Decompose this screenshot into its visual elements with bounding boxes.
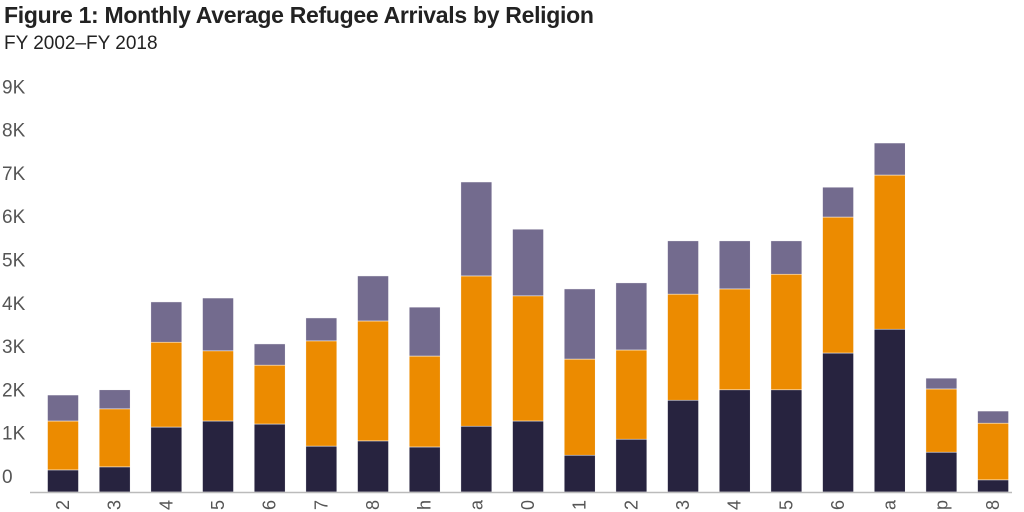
bar-segment bbox=[202, 297, 234, 352]
bar-segment bbox=[253, 364, 286, 425]
bar-segment bbox=[925, 451, 958, 493]
x-tick-label: 6 bbox=[260, 500, 280, 510]
bar-segment bbox=[770, 240, 803, 275]
bar-segment bbox=[47, 420, 79, 471]
chart-subtitle: FY 2002–FY 2018 bbox=[4, 33, 158, 54]
bar-segment bbox=[822, 186, 854, 218]
x-tick-label: 3 bbox=[673, 500, 693, 510]
y-tick-label: 8K bbox=[2, 121, 26, 142]
bar-segment bbox=[925, 377, 958, 390]
bar-segment bbox=[357, 275, 389, 322]
bar-segment bbox=[925, 388, 958, 453]
x-tick-label: 6 bbox=[828, 500, 848, 510]
bar-segment bbox=[357, 320, 389, 442]
bar-segment bbox=[873, 328, 906, 493]
x-tick-label: p bbox=[931, 500, 951, 510]
bar-segment bbox=[202, 420, 234, 493]
x-tick-label: 2 bbox=[53, 500, 73, 510]
bar-segment bbox=[357, 440, 389, 493]
x-tick-label: a bbox=[880, 499, 900, 510]
bar-segment bbox=[615, 282, 648, 351]
bar-segment bbox=[460, 181, 493, 277]
bar-segment bbox=[977, 410, 1009, 424]
bar-segment bbox=[512, 228, 544, 297]
x-tick-label: a bbox=[466, 499, 486, 510]
bar-segment bbox=[667, 399, 699, 493]
bar-segment bbox=[667, 293, 699, 401]
bar-segment bbox=[47, 394, 79, 422]
bar-segment bbox=[563, 454, 596, 493]
bar-segment bbox=[512, 420, 544, 493]
x-tick-label: 5 bbox=[776, 500, 796, 510]
x-tick-label: 3 bbox=[105, 500, 125, 510]
bar-segment bbox=[512, 295, 544, 422]
bar-segment bbox=[667, 240, 699, 295]
bar-segment bbox=[150, 341, 183, 428]
bar-segment bbox=[253, 343, 286, 366]
bar-segment bbox=[150, 426, 183, 493]
bar-segment bbox=[977, 479, 1009, 493]
y-tick-label: 1K bbox=[2, 424, 26, 445]
bar-segment bbox=[718, 288, 751, 391]
bar-segment bbox=[150, 301, 183, 343]
bar-segment bbox=[873, 142, 906, 176]
bar-segment bbox=[460, 275, 493, 427]
bar-segment bbox=[305, 340, 338, 447]
bar-segment bbox=[615, 349, 648, 440]
x-tick-label: 4 bbox=[725, 500, 745, 510]
bar-segment bbox=[822, 352, 854, 493]
bar-segment bbox=[718, 240, 751, 290]
bar-segment bbox=[460, 425, 493, 493]
x-tick-label: 5 bbox=[208, 500, 228, 510]
bar-segment bbox=[47, 469, 79, 493]
y-tick-label: 2K bbox=[2, 380, 26, 401]
bar-segment bbox=[563, 288, 596, 360]
x-tick-label: 2 bbox=[621, 500, 641, 510]
y-tick-label: 4K bbox=[2, 294, 26, 315]
x-tick-label: 1 bbox=[570, 500, 590, 510]
bar-segment bbox=[98, 389, 131, 410]
bar-segment bbox=[770, 389, 803, 493]
bar-segment bbox=[202, 350, 234, 422]
y-tick-label: 7K bbox=[2, 164, 26, 185]
bar-segment bbox=[408, 306, 441, 357]
bar-segment bbox=[873, 174, 906, 330]
x-tick-label: 8 bbox=[983, 500, 1003, 510]
bar-segment bbox=[822, 216, 854, 354]
y-tick-label: 3K bbox=[2, 337, 26, 358]
bar-segment bbox=[305, 445, 338, 493]
bar-segment bbox=[98, 466, 131, 493]
bar-segment bbox=[408, 355, 441, 448]
bar-segment bbox=[770, 273, 803, 391]
chart-title: Figure 1: Monthly Average Refugee Arriva… bbox=[4, 2, 594, 28]
bar-segment bbox=[408, 446, 441, 493]
y-tick-label: 0 bbox=[2, 467, 13, 488]
bar-segment bbox=[718, 389, 751, 493]
bar-segment bbox=[98, 408, 131, 468]
bar-segment bbox=[563, 358, 596, 456]
x-tick-label: 0 bbox=[518, 500, 538, 510]
x-tick-label: 7 bbox=[311, 500, 331, 510]
bar-segment bbox=[305, 317, 338, 342]
x-tick-label: h bbox=[415, 500, 435, 510]
bar-segment bbox=[977, 422, 1009, 481]
x-tick-label: 4 bbox=[156, 500, 176, 510]
y-tick-label: 6K bbox=[2, 207, 26, 228]
bar-segment bbox=[253, 423, 286, 493]
x-tick-label: 8 bbox=[363, 500, 383, 510]
y-tick-label: 5K bbox=[2, 251, 26, 272]
y-tick-label: 9K bbox=[2, 77, 26, 98]
bar-segment bbox=[615, 438, 648, 493]
